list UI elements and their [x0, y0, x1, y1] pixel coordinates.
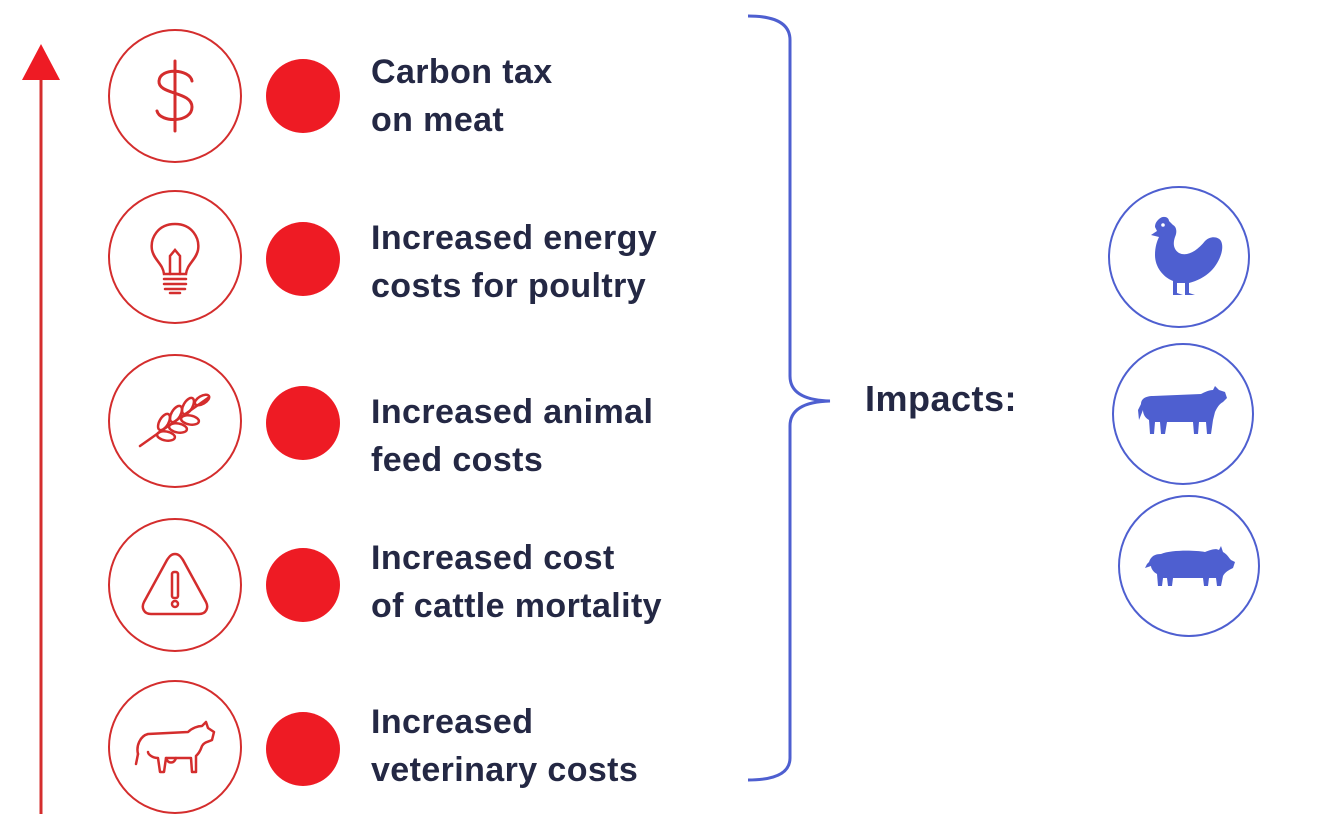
driver-row: Increased animal feed costs	[0, 354, 720, 494]
wheat-icon	[108, 354, 242, 488]
driver-label: Increased animal feed costs	[371, 393, 654, 479]
grouping-bracket	[747, 14, 831, 782]
driver-row: Increased cost of cattle mortality	[0, 518, 720, 658]
cow-icon	[1112, 343, 1254, 485]
red-bullet	[266, 59, 340, 133]
red-bullet	[266, 222, 340, 296]
driver-label: Increased energy costs for poultry	[371, 219, 658, 305]
dollar-icon	[108, 29, 242, 163]
lightbulb-icon	[108, 190, 242, 324]
driver-row: Increased veterinary costs	[0, 680, 720, 820]
driver-label: Increased veterinary costs	[371, 703, 639, 789]
driver-label: Carbon tax on meat	[371, 53, 553, 139]
red-bullet	[266, 386, 340, 460]
driver-row: Increased energy costs for poultry	[0, 190, 720, 330]
warning-icon	[108, 518, 242, 652]
red-bullet	[266, 548, 340, 622]
chicken-icon	[1108, 186, 1250, 328]
cow-outline-icon	[108, 680, 242, 814]
driver-row: Carbon tax on meat	[0, 26, 720, 166]
red-bullet	[266, 712, 340, 786]
driver-label: Increased cost of cattle mortality	[371, 539, 662, 625]
pig-icon	[1118, 495, 1260, 637]
impacts-label: Impacts:	[865, 378, 1018, 419]
